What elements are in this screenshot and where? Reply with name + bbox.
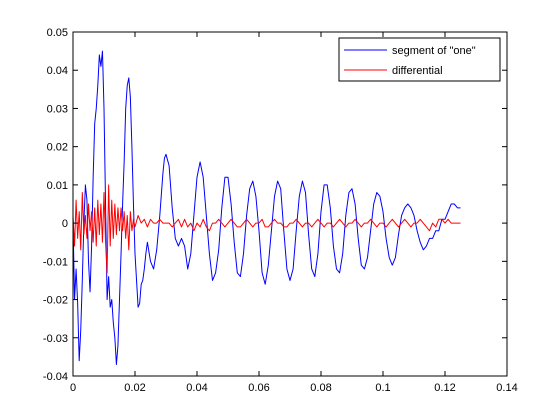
y-tick-label: -0.01 [43,256,68,268]
y-tick-label: -0.02 [43,295,68,307]
y-tick-label: 0.01 [47,180,68,192]
x-tick-label: 0.06 [248,382,269,394]
y-tick-label: -0.04 [43,371,68,383]
x-tick-label: 0.04 [186,382,207,394]
series-line-segment [72,50,461,366]
axes-frame [72,31,508,377]
legend-box [338,37,501,82]
x-tick-label: 0.14 [496,382,517,394]
x-tick-label: 0 [70,382,76,394]
y-tick-label: 0.03 [47,103,68,115]
y-tick-label: 0.05 [47,27,68,39]
x-tick-label: 0.12 [434,382,455,394]
plot-area [73,32,507,376]
y-tick-label: 0 [62,218,68,230]
x-tick-label: 0.08 [310,382,331,394]
series-group [72,50,461,366]
legend-label-segment: segment of "one" [392,45,476,57]
y-tick-label: -0.03 [43,333,68,345]
x-tick-label: 0.1 [375,382,390,394]
y-tick-label: 0.04 [47,65,68,77]
ticks-group: 0 0.02 0.04 0.06 0.08 0.1 0.12 0.14 -0.04 -0.03 -0… [43,27,518,394]
y-tick-label: 0.02 [47,142,68,154]
legend-label-differential: differential [392,65,443,77]
series-line-differential [72,184,461,274]
x-tick-label: 0.02 [124,382,145,394]
legend: segment of "one" differential [338,37,501,82]
